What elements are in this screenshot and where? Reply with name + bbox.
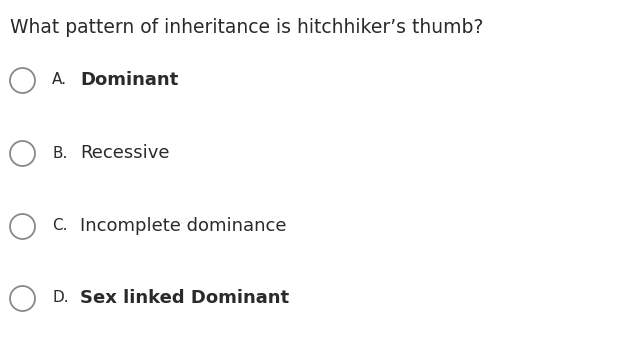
Text: D.: D. — [52, 291, 69, 306]
Text: C.: C. — [52, 219, 68, 234]
Text: Incomplete dominance: Incomplete dominance — [80, 217, 287, 235]
Text: A.: A. — [52, 72, 67, 87]
Text: Dominant: Dominant — [80, 71, 178, 89]
Text: Sex linked Dominant: Sex linked Dominant — [80, 289, 289, 307]
Text: What pattern of inheritance is hitchhiker’s thumb?: What pattern of inheritance is hitchhike… — [10, 18, 483, 37]
Text: B.: B. — [52, 145, 68, 160]
Text: Recessive: Recessive — [80, 144, 170, 162]
